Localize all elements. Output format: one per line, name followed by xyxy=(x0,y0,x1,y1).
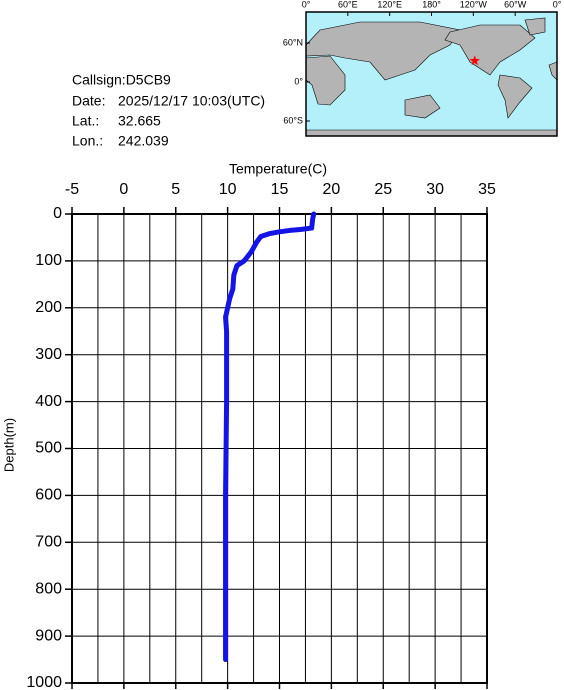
x-axis-title: Temperature(C) xyxy=(229,161,327,177)
map-lon-label: 60°W xyxy=(504,0,527,9)
x-tick-label: 10 xyxy=(219,181,237,198)
callsign: Callsign:D5CB9 xyxy=(72,72,171,88)
y-tick-label: 400 xyxy=(35,393,62,410)
x-tick-label: 30 xyxy=(426,181,444,198)
profile-line xyxy=(223,211,317,663)
lat-label: Lat.: xyxy=(72,113,99,129)
x-tick-label: 35 xyxy=(478,181,496,198)
y-tick-label: 1000 xyxy=(26,674,62,690)
map-inset xyxy=(305,11,558,137)
y-tick-label: 700 xyxy=(35,534,62,551)
y-tick-label: 800 xyxy=(35,580,62,597)
map-lon-label: 120°W xyxy=(460,0,488,9)
map-lon-label: 0° xyxy=(302,0,311,9)
map-lat-label: 0° xyxy=(294,76,303,86)
australia xyxy=(404,94,441,119)
south-america xyxy=(497,74,533,119)
map-land xyxy=(305,17,558,137)
greenland xyxy=(524,17,546,36)
map-lon-label: 60°E xyxy=(338,0,358,9)
map-lat-label: 60°N xyxy=(283,37,303,47)
lon: 242.039 xyxy=(118,133,169,149)
map-lon-label: 0° xyxy=(553,0,562,9)
plot-frame xyxy=(71,213,488,684)
x-tick-label: 0 xyxy=(119,181,128,198)
y-tick-label: 0 xyxy=(53,205,62,222)
x-tick-label: -5 xyxy=(65,181,79,198)
y-tick-label: 300 xyxy=(35,346,62,363)
y-tick-label: 500 xyxy=(35,440,62,457)
y-tick-label: 600 xyxy=(35,487,62,504)
lat: 32.665 xyxy=(118,113,161,129)
y-tick-label: 100 xyxy=(35,252,62,269)
x-tick-label: 15 xyxy=(271,181,289,198)
date-label: Date: xyxy=(72,93,105,109)
y-tick-label: 900 xyxy=(35,627,62,644)
north-america xyxy=(444,24,536,76)
lon-label: Lon.: xyxy=(72,133,103,149)
x-tick-label: 25 xyxy=(374,181,392,198)
map-lon-label: 120°E xyxy=(377,0,402,9)
x-tick-label: 5 xyxy=(171,181,180,198)
map-lat-label: 60°S xyxy=(283,115,303,125)
map-lon-label: 180° xyxy=(422,0,441,9)
station-marker xyxy=(469,55,480,66)
y-tick-label: 200 xyxy=(35,299,62,316)
y-axis-title: Depth(m) xyxy=(1,418,16,472)
date: 2025/12/17 10:03(UTC) xyxy=(118,93,265,109)
eurasia xyxy=(305,21,461,81)
antarctica xyxy=(305,129,558,137)
x-tick-label: 20 xyxy=(322,181,340,198)
